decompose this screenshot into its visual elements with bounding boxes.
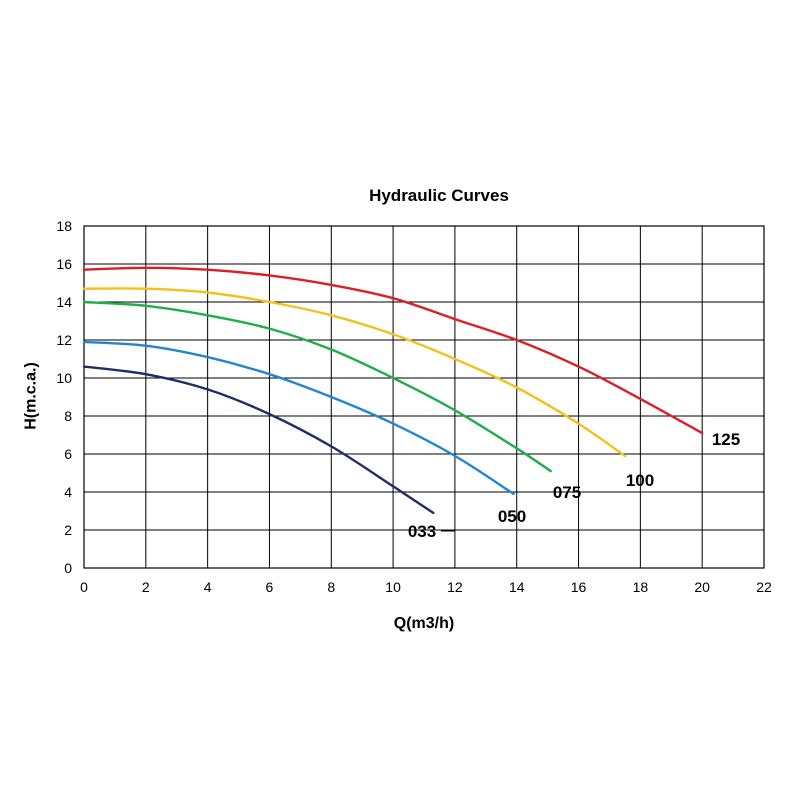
x-tick-label: 20	[694, 579, 710, 595]
x-axis-ticks: 0 2 4 6 8 10 12 14 16 18 20 22	[80, 579, 772, 595]
curve-125	[82, 266, 704, 435]
x-tick-label: 14	[509, 579, 525, 595]
y-tick-label: 4	[64, 484, 72, 500]
x-tick-label: 18	[633, 579, 649, 595]
series-labels: 033 050 075 100 125	[408, 430, 740, 541]
y-tick-label: 14	[56, 294, 72, 310]
y-tick-label: 8	[64, 408, 72, 424]
curve-075	[82, 300, 552, 473]
x-tick-label: 12	[447, 579, 463, 595]
plot-area	[83, 225, 765, 569]
curve-050	[82, 340, 515, 496]
y-tick-label: 12	[56, 332, 72, 348]
y-tick-label: 0	[64, 560, 72, 576]
series-label-033: 033	[408, 522, 436, 541]
x-axis-label: Q(m3/h)	[394, 615, 454, 632]
series-label-100: 100	[626, 471, 654, 490]
grid-lines	[83, 225, 765, 569]
y-tick-label: 2	[64, 522, 72, 538]
x-tick-label: 0	[80, 579, 88, 595]
x-tick-label: 22	[756, 579, 772, 595]
y-tick-label: 16	[56, 256, 72, 272]
curve-100	[82, 287, 627, 458]
y-tick-label: 18	[56, 218, 72, 234]
y-tick-label: 10	[56, 370, 72, 386]
x-tick-label: 4	[204, 579, 212, 595]
pump-curves	[82, 266, 704, 515]
x-tick-label: 8	[327, 579, 335, 595]
y-axis-ticks: 0 2 4 6 8 10 12 14 16 18	[56, 218, 72, 576]
series-label-125: 125	[712, 430, 740, 449]
chart-title: Hydraulic Curves	[369, 186, 509, 205]
series-label-050: 050	[498, 507, 526, 526]
y-axis-label: H(m.c.a.)	[23, 362, 40, 430]
x-tick-label: 2	[142, 579, 150, 595]
x-tick-label: 16	[571, 579, 587, 595]
y-tick-label: 6	[64, 446, 72, 462]
curve-033	[82, 365, 435, 515]
x-tick-label: 6	[266, 579, 274, 595]
x-tick-label: 10	[385, 579, 401, 595]
series-label-075: 075	[553, 483, 581, 502]
